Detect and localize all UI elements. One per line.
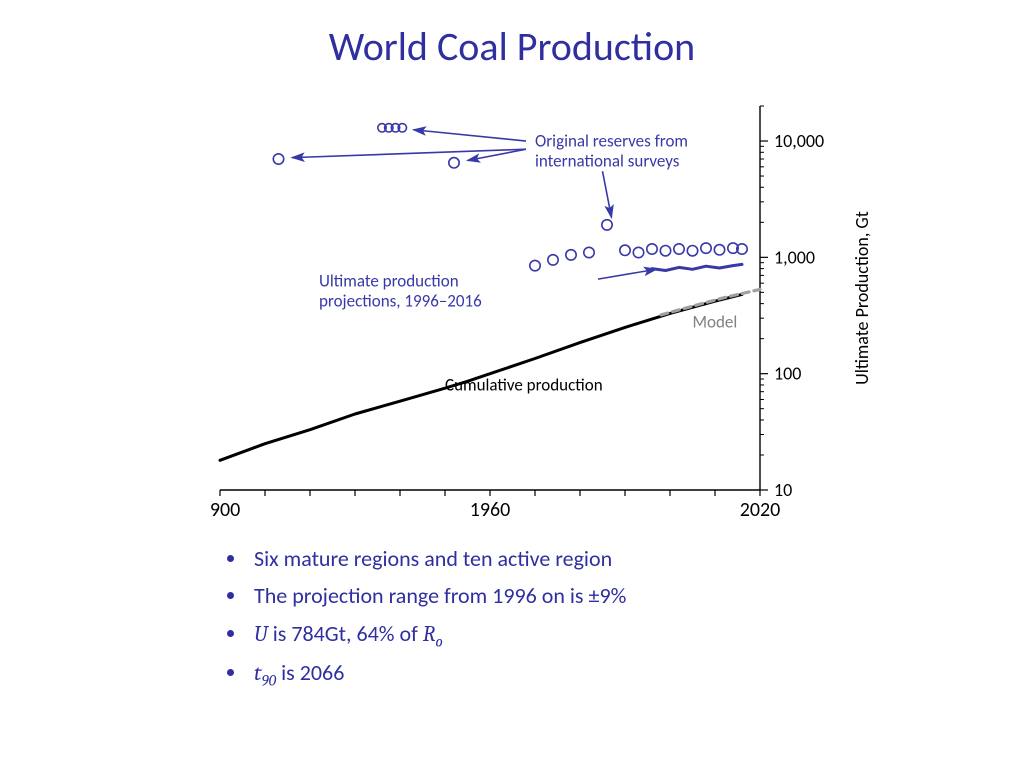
slide: World Coal Production 1900 1960 202010 100 1… xyxy=(0,0,1024,768)
svg-text:10: 10 xyxy=(774,479,792,501)
svg-text:2020: 2020 xyxy=(740,498,781,520)
chart-svg: 1900 1960 202010 100 1,000 10,000 Ultimate Pro… xyxy=(210,100,910,520)
svg-text:100: 100 xyxy=(774,363,801,385)
svg-text:Ultimate productionprojections: Ultimate productionprojections, 1996–201… xyxy=(319,271,482,312)
svg-text:Original reserves frominternat: Original reserves frominternational surv… xyxy=(535,130,688,171)
svg-text:1,000: 1,000 xyxy=(774,246,815,268)
bullet-3: U is 784Gt, 64% of Ro xyxy=(248,615,820,655)
bullet-1: Six mature regions and ten active region xyxy=(248,540,820,577)
bullet-list: Six mature regions and ten active region… xyxy=(220,540,820,694)
svg-text:Ultimate Production, Gt: Ultimate Production, Gt xyxy=(851,211,873,385)
svg-text:1900: 1900 xyxy=(210,498,240,520)
bullet-4: t90 is 2066 xyxy=(248,654,820,694)
bullet-2: The projection range from 1996 on is ±9% xyxy=(248,577,820,614)
page-title: World Coal Production xyxy=(0,22,1024,71)
svg-text:1960: 1960 xyxy=(470,498,511,520)
svg-text:Cumulative production: Cumulative production xyxy=(445,374,603,395)
svg-text:10,000: 10,000 xyxy=(774,130,824,152)
chart-container: 190019602020101001,00010,000Ultimate Pro… xyxy=(210,100,770,500)
svg-text:Model: Model xyxy=(693,311,738,332)
